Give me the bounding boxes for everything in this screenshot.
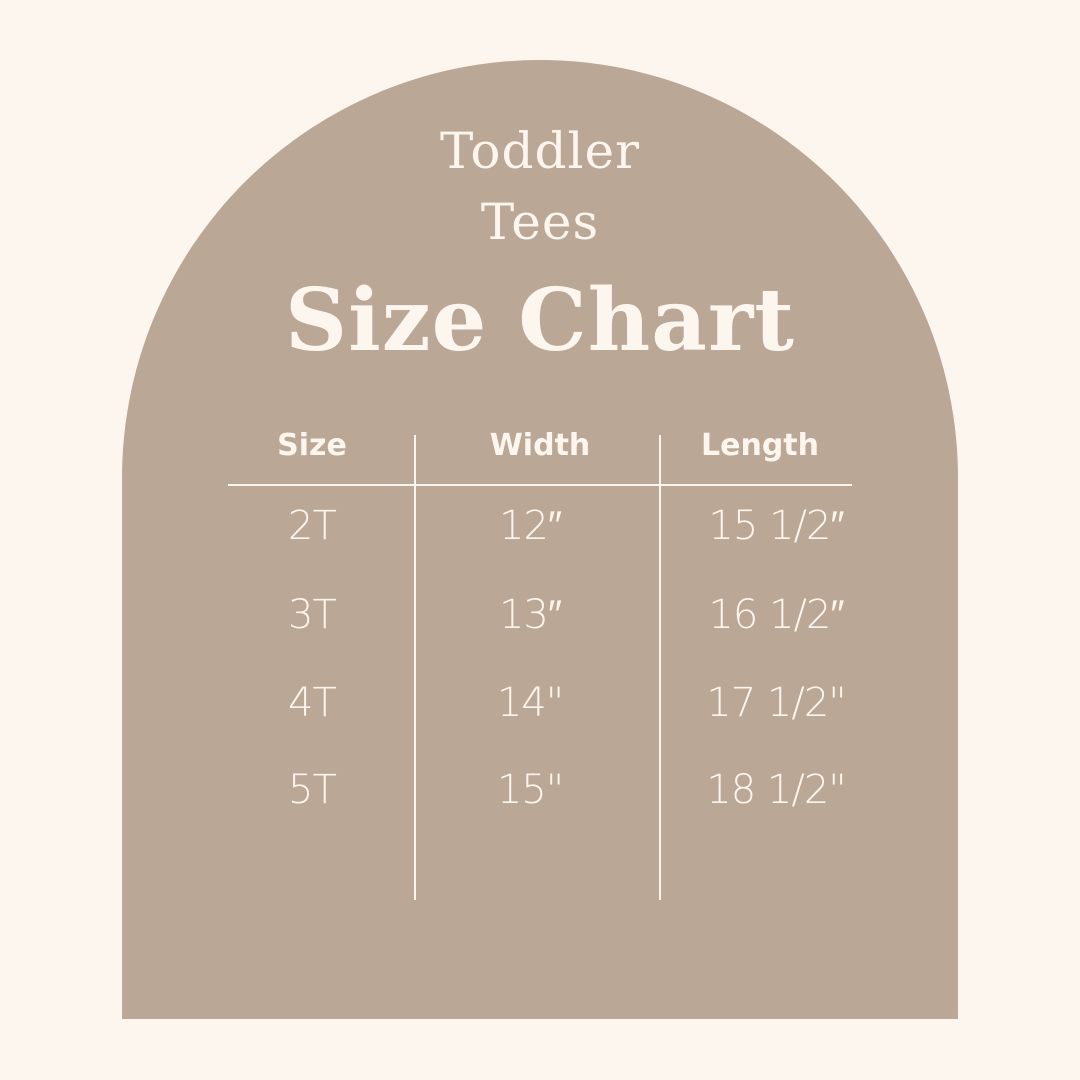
cell-size: 4T bbox=[288, 680, 337, 726]
column-divider bbox=[414, 435, 416, 900]
header-size: Size bbox=[277, 428, 347, 463]
header-width: Width bbox=[489, 428, 591, 463]
cell-length: 17 1/2" bbox=[706, 680, 846, 726]
cell-length: 16 1/2″ bbox=[708, 592, 844, 638]
title-line-2: Tees bbox=[480, 193, 600, 251]
title-line-1: Toddler bbox=[439, 122, 641, 180]
cell-size: 2T bbox=[288, 503, 337, 549]
cell-width: 15" bbox=[496, 767, 564, 813]
cell-size: 5T bbox=[288, 767, 337, 813]
arch-background bbox=[122, 60, 958, 1019]
cell-size: 3T bbox=[288, 592, 337, 638]
cell-width: 13″ bbox=[498, 592, 562, 638]
header-length: Length bbox=[701, 428, 819, 463]
column-divider bbox=[659, 435, 661, 900]
page-title: Size Chart bbox=[284, 270, 795, 371]
cell-width: 14" bbox=[496, 680, 564, 726]
cell-length: 18 1/2" bbox=[706, 767, 846, 813]
cell-length: 15 1/2″ bbox=[708, 503, 844, 549]
cell-width: 12″ bbox=[498, 503, 562, 549]
header-divider bbox=[228, 484, 852, 486]
